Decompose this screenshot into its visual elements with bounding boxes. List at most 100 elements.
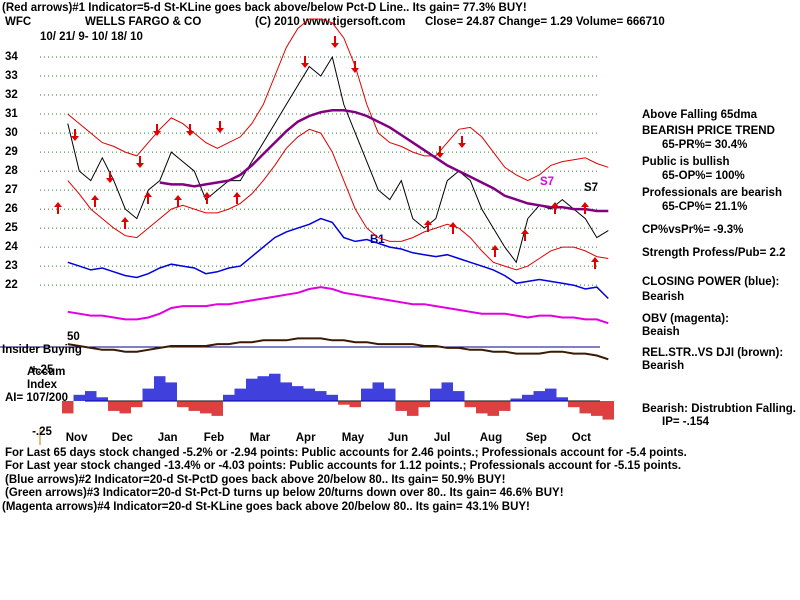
y-tick-label: 25 (5, 222, 18, 234)
x-tick-label: Nov (66, 432, 88, 444)
bar (602, 401, 614, 420)
signal-arrow (591, 257, 599, 262)
footer-line: For Last 65 days stock changed -5.2% or … (5, 447, 687, 459)
y-tick-label: 33 (5, 70, 18, 82)
signal-arrow (551, 202, 559, 207)
signal-arrow (521, 229, 529, 234)
bar (418, 401, 430, 408)
x-tick-label: Oct (572, 432, 591, 444)
signal-arrow (174, 195, 182, 200)
bar (579, 401, 591, 414)
y-tick-label: 32 (5, 89, 18, 101)
series-line (67, 286, 609, 325)
bar (453, 391, 465, 401)
bar (280, 382, 292, 401)
bar (326, 394, 338, 401)
y-tick-label: 29 (5, 146, 18, 158)
bar (211, 401, 223, 416)
annotation: S7 (584, 182, 598, 194)
signal-arrow (203, 192, 211, 197)
bar (257, 376, 269, 401)
bar (556, 397, 568, 401)
bar (407, 401, 419, 416)
signal-arrow (491, 245, 499, 250)
y-tick-label: 22 (5, 279, 18, 291)
signal-arrow (186, 131, 194, 136)
footer-line: (Blue arrows)#2 Indicator=20-d St-PctD g… (5, 474, 505, 486)
signal-arrow (136, 163, 144, 168)
bar (361, 388, 373, 401)
x-tick-label: May (342, 432, 365, 444)
bar (591, 401, 603, 416)
series-line (67, 337, 609, 361)
x-tick-label: Jun (388, 432, 408, 444)
side-text: Bearish (642, 291, 684, 303)
signal-arrow (121, 217, 129, 222)
bar (338, 401, 350, 405)
signal-arrow (436, 153, 444, 158)
bar (246, 378, 258, 401)
side-text: Professionals are bearish (642, 187, 782, 199)
bar (62, 401, 74, 414)
side-text: BEARISH PRICE TREND (642, 125, 775, 137)
signal-arrow (331, 43, 339, 48)
side-text: Public is bullish (642, 156, 730, 168)
signal-arrow (153, 131, 161, 136)
bar (510, 398, 522, 401)
side-text: 65-CP%= 21.1% (662, 201, 747, 213)
left-label: 50 (67, 331, 80, 343)
bar (200, 401, 212, 414)
bar (292, 386, 304, 401)
signal-arrow (458, 143, 466, 148)
ticker: WFC (5, 16, 31, 28)
x-tick-label: Sep (526, 432, 547, 444)
bar (568, 401, 580, 408)
y-tick-label: -.25 (32, 426, 52, 438)
y-tick-label: 28 (5, 165, 18, 177)
annotation: B1 (370, 234, 385, 246)
y-tick-label: 24 (5, 241, 18, 253)
header-line: (Red arrows)#1 Indicator=5-d St-KLine go… (2, 2, 527, 14)
bar (234, 388, 246, 401)
bar (487, 401, 499, 416)
signal-arrow (301, 63, 309, 68)
bar (441, 382, 453, 401)
side-text: REL.STR..VS DJI (brown): (642, 347, 783, 359)
bar (108, 401, 120, 411)
y-tick-label: 26 (5, 203, 18, 215)
x-tick-label: Apr (296, 432, 316, 444)
signal-arrow (449, 222, 457, 227)
x-tick-label: Mar (250, 432, 271, 444)
y-tick-label: 31 (5, 108, 18, 120)
signal-arrow (144, 192, 152, 197)
bar (131, 401, 143, 408)
signal-arrow (71, 136, 79, 141)
signal-arrow (216, 128, 224, 133)
side-text: Bearish: Distrubtion Falling. (642, 403, 796, 415)
side-text: 65-OP%= 100% (662, 170, 745, 182)
side-text: Strength Profess/Pub= 2.2 (642, 247, 785, 259)
bar (85, 391, 97, 401)
side-text: IP= -.154 (662, 416, 710, 428)
bar (73, 394, 85, 401)
date-range: 10/ 21/ 9- 10/ 18/ 10 (40, 31, 143, 43)
bar (395, 401, 407, 411)
signal-arrow (351, 68, 359, 73)
bar (430, 388, 442, 401)
footer-line: (Green arrows)#3 Indicator=20-d St-Pct-D… (5, 487, 564, 499)
signal-arrow (581, 202, 589, 207)
bar (464, 401, 476, 408)
bar (165, 382, 177, 401)
side-text: 65-PR%= 30.4% (662, 139, 747, 151)
bar (142, 388, 154, 401)
bar (372, 382, 384, 401)
side-text: Beaish (642, 326, 680, 338)
x-tick-label: Jul (434, 432, 451, 444)
x-tick-label: Dec (112, 432, 134, 444)
signal-arrow (91, 195, 99, 200)
bar (499, 401, 511, 411)
signal-arrow (424, 220, 432, 225)
y-tick-label: 23 (5, 260, 18, 272)
left-label: Accum (27, 366, 65, 378)
bar (533, 391, 545, 401)
